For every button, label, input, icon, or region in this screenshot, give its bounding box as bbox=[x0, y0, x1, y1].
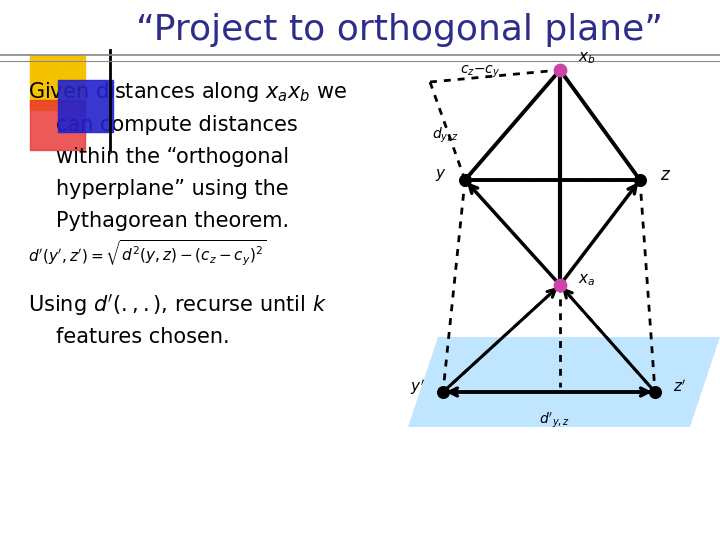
Point bbox=[634, 176, 646, 184]
Text: “Project to orthogonal plane”: “Project to orthogonal plane” bbox=[137, 13, 664, 47]
Text: $x_a$: $x_a$ bbox=[578, 272, 595, 288]
Bar bbox=[30, 55, 85, 110]
Text: $y$: $y$ bbox=[436, 167, 447, 183]
Text: $d'_{y,z}$: $d'_{y,z}$ bbox=[539, 410, 570, 430]
Text: within the “orthogonal: within the “orthogonal bbox=[56, 147, 289, 167]
Text: $d'(y',z') = \sqrt{d^2(y,z) - (c_z - c_y)^2}$: $d'(y',z') = \sqrt{d^2(y,z) - (c_z - c_y… bbox=[28, 238, 266, 268]
Text: $x_b$: $x_b$ bbox=[578, 50, 595, 66]
Bar bbox=[58, 80, 113, 132]
Text: hyperplane” using the: hyperplane” using the bbox=[56, 179, 289, 199]
Text: Using $d'(.,.)$, recurse until $k$: Using $d'(.,.)$, recurse until $k$ bbox=[28, 292, 327, 318]
Point bbox=[554, 66, 566, 75]
Text: $d_{y,z}$: $d_{y,z}$ bbox=[431, 125, 459, 145]
Text: $c_z$$-$$c_y$: $c_z$$-$$c_y$ bbox=[460, 64, 500, 80]
Text: $z$: $z$ bbox=[660, 166, 671, 184]
Text: $z'$: $z'$ bbox=[673, 379, 687, 395]
Text: features chosen.: features chosen. bbox=[56, 327, 230, 347]
Text: $y'$: $y'$ bbox=[410, 377, 425, 397]
Polygon shape bbox=[408, 337, 720, 427]
Text: can compute distances: can compute distances bbox=[56, 115, 298, 135]
Text: Pythagorean theorem.: Pythagorean theorem. bbox=[56, 211, 289, 231]
Point bbox=[437, 388, 449, 396]
Point bbox=[554, 281, 566, 289]
Point bbox=[649, 388, 661, 396]
Bar bbox=[30, 100, 85, 150]
Text: Given distances along $\mathit{x_ax_b}$ we: Given distances along $\mathit{x_ax_b}$ … bbox=[28, 80, 347, 104]
Point bbox=[459, 176, 471, 184]
